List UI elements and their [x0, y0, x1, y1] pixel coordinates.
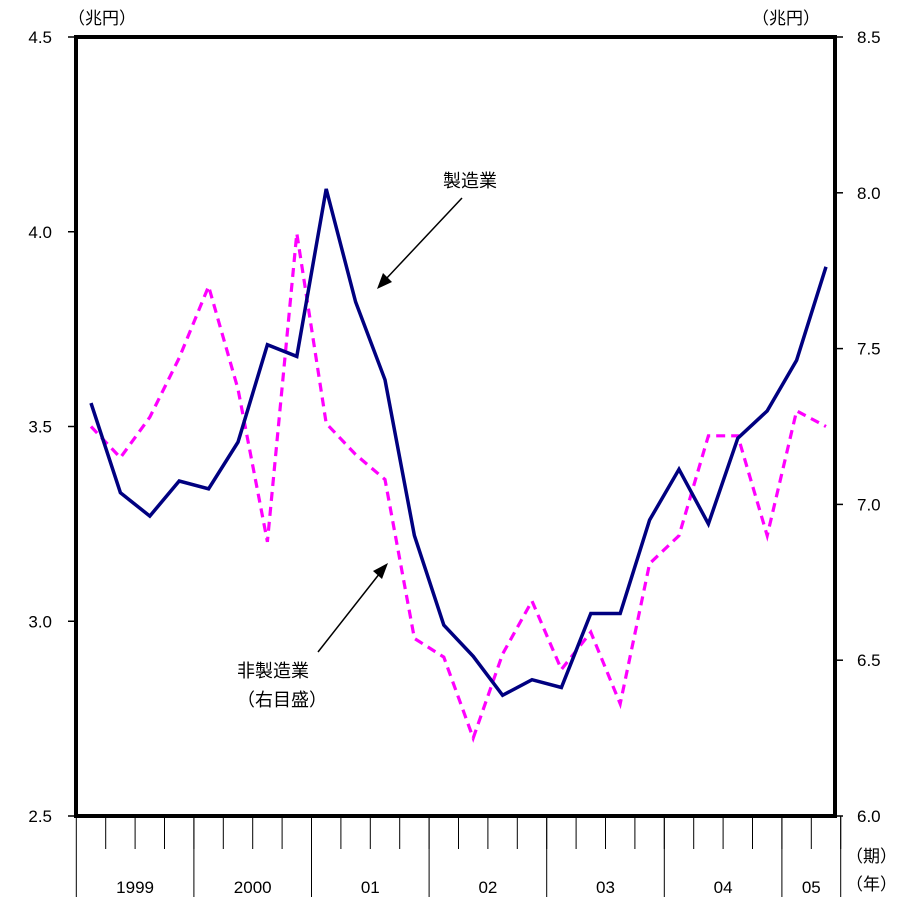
right-tick-label: 6.0: [857, 807, 881, 826]
annotation-manufacturing: 製造業: [443, 171, 497, 192]
left-tick-label: 3.5: [28, 418, 52, 437]
year-label: 1999: [116, 878, 154, 897]
arrow-non-manufacturing: [317, 563, 388, 653]
year-label: 2000: [234, 878, 272, 897]
annotation-non-manufacturing: 非製造業: [237, 661, 309, 682]
right-tick-label: 7.5: [857, 340, 881, 359]
series-line-non-manufacturing: [89, 233, 827, 743]
year-label: 04: [714, 878, 733, 897]
plot-frame: [74, 35, 837, 818]
left-tick-label: 4.5: [28, 28, 52, 47]
right-tick-label: 8.0: [857, 184, 881, 203]
left-tick-label: 4.0: [28, 223, 52, 242]
right-tick-label: 6.5: [857, 651, 881, 670]
series-layer: [89, 188, 828, 743]
left-axis-unit: （兆円）: [68, 9, 136, 29]
left-tick-label: 3.0: [28, 612, 52, 631]
arrow-manufacturing: [377, 197, 463, 289]
quarter-axis-label: （期）: [846, 847, 897, 867]
right-axis-unit: （兆円）: [752, 9, 820, 29]
series-line-manufacturing: [89, 188, 828, 698]
year-label: 03: [596, 878, 615, 897]
year-label: 01: [361, 878, 380, 897]
right-tick-label: 8.5: [857, 28, 881, 47]
annotation-right-scale-note: （右目盛）: [237, 690, 327, 711]
left-tick-label: 2.5: [28, 807, 52, 826]
axis-layer: 2.5 3.0 3.5 4.0 4.5 6.0 6.5 7.0 7.5 8.0 8.5 1999 200…: [28, 28, 881, 897]
year-label: 02: [478, 878, 497, 897]
right-tick-label: 7.0: [857, 495, 881, 514]
year-label: 05: [802, 878, 821, 897]
year-axis-label: （年）: [846, 875, 897, 895]
